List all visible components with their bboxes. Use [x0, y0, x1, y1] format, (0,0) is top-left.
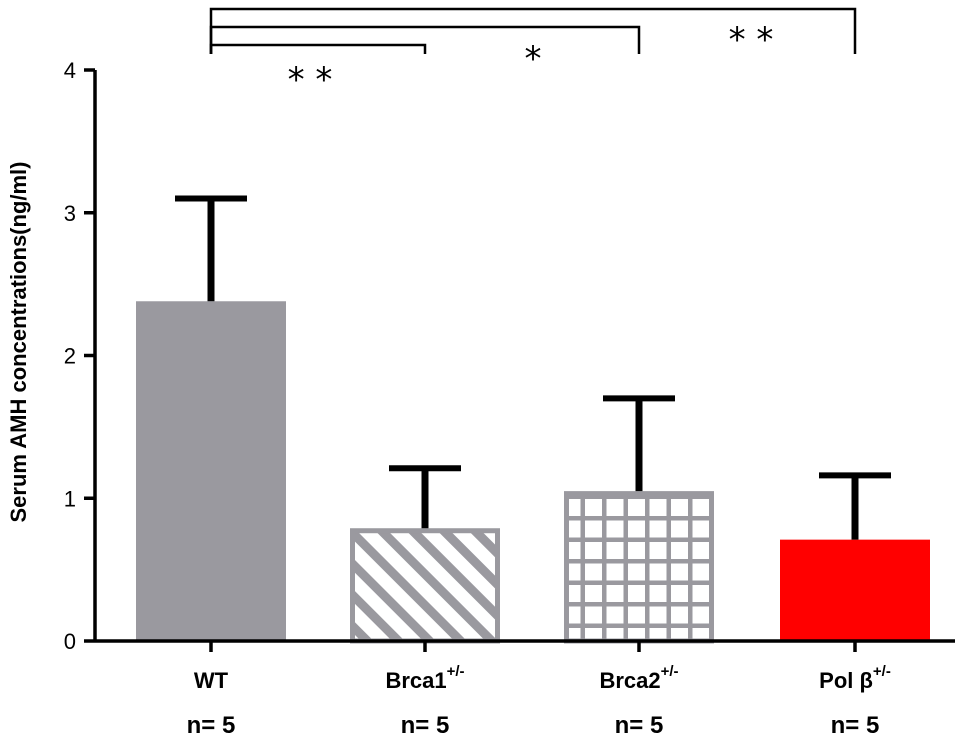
significance-label: * * [288, 60, 333, 100]
sample-size-label: n= 5 [831, 712, 880, 739]
y-tick-label: 4 [64, 58, 76, 83]
y-tick-label: 1 [64, 486, 76, 511]
significance-bracket [209, 7, 857, 54]
bar [350, 528, 500, 644]
x-tick-label: Brca1+/- [385, 663, 464, 693]
x-tick-label-base: Brca2 [599, 668, 660, 693]
significance-label: * * [729, 20, 774, 60]
y-tick-label: 3 [64, 201, 76, 226]
error-bars [175, 195, 891, 540]
x-tick-label: Pol β+/- [819, 663, 891, 693]
sample-size-label: n= 5 [401, 712, 450, 739]
x-tick-label-superscript: +/- [661, 663, 679, 680]
x-tick-label: Brca2+/- [599, 663, 678, 693]
bar [564, 491, 714, 644]
significance-label: * [525, 39, 542, 79]
x-tick-label-base: Pol β [819, 668, 873, 693]
y-tick-label: 0 [64, 629, 76, 654]
x-tick-label: WT [194, 668, 229, 693]
x-tick-label-base: WT [194, 668, 229, 693]
x-tick-label-base: Brca1 [385, 668, 446, 693]
significance-brackets: * * * * * [209, 7, 857, 100]
x-tick-label-superscript: +/- [873, 663, 891, 680]
y-axis-label: Serum AMH concentrations(ng/ml) [6, 162, 31, 523]
sample-size-label: n= 5 [187, 712, 236, 739]
sample-size-label: n= 5 [615, 712, 664, 739]
y-ticks: 0 1 2 3 4 [64, 58, 95, 654]
significance-bracket [209, 43, 427, 54]
bars [136, 301, 930, 644]
y-tick-label: 2 [64, 344, 76, 369]
bar [780, 539, 930, 641]
x-tick-label-superscript: +/- [447, 663, 465, 680]
bar [136, 301, 286, 641]
